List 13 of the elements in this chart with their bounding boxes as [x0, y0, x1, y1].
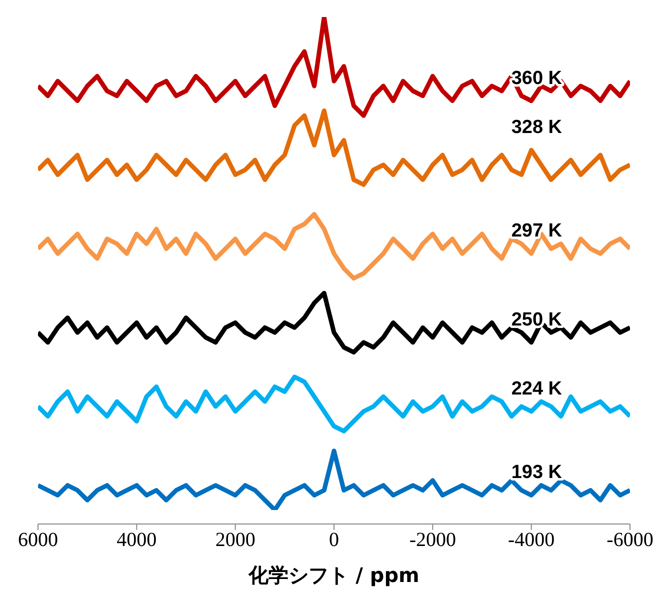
x-tick-label: 6000	[18, 529, 58, 552]
x-tick-label: 0	[329, 529, 339, 552]
x-tick-label: 2000	[215, 529, 256, 552]
x-tick-label: -6000	[606, 529, 654, 552]
x-tick-label: 4000	[116, 529, 157, 552]
series-label: 297 K	[511, 220, 562, 242]
x-axis-title: 化学シフト / ppm	[248, 563, 420, 587]
series-label: 250 K	[511, 309, 562, 330]
x-tick-label: -4000	[508, 529, 555, 552]
series-label: 328 K	[511, 117, 562, 138]
series-label: 224 K	[511, 378, 562, 400]
series-label: 193 K	[511, 462, 562, 484]
x-tick-label: -2000	[409, 529, 456, 552]
